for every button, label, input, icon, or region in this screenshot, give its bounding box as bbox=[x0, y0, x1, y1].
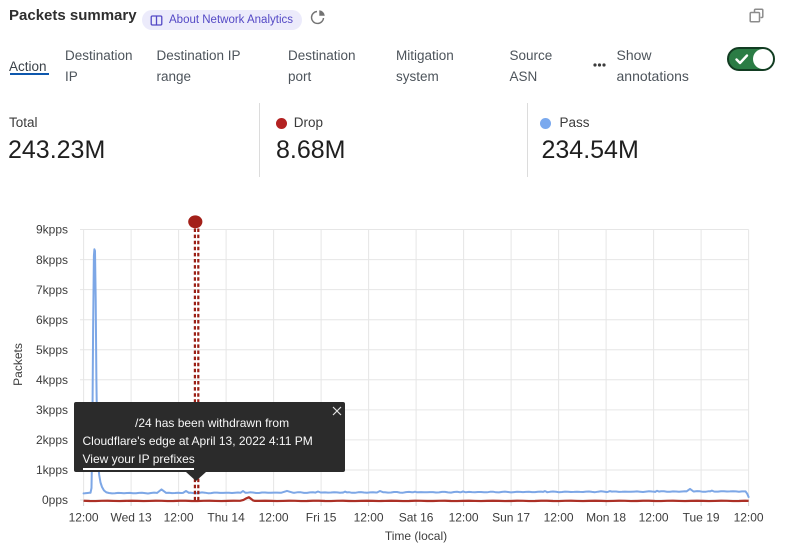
svg-text:0pps: 0pps bbox=[42, 493, 68, 507]
svg-text:Wed 13: Wed 13 bbox=[111, 511, 152, 525]
svg-text:Tue 19: Tue 19 bbox=[683, 511, 720, 525]
svg-text:12:00: 12:00 bbox=[259, 511, 289, 525]
svg-text:12:00: 12:00 bbox=[734, 511, 764, 525]
svg-text:1kpps: 1kpps bbox=[36, 463, 68, 477]
svg-text:5kpps: 5kpps bbox=[36, 343, 68, 357]
svg-text:6kpps: 6kpps bbox=[36, 313, 68, 327]
svg-text:Mon 18: Mon 18 bbox=[586, 511, 626, 525]
svg-text:8kpps: 8kpps bbox=[36, 253, 68, 267]
svg-text:12:00: 12:00 bbox=[449, 511, 479, 525]
svg-text:Sun 17: Sun 17 bbox=[492, 511, 530, 525]
svg-text:12:00: 12:00 bbox=[69, 511, 99, 525]
svg-text:2kpps: 2kpps bbox=[36, 433, 68, 447]
svg-text:Fri 15: Fri 15 bbox=[306, 511, 337, 525]
svg-text:12:00: 12:00 bbox=[639, 511, 669, 525]
svg-text:Packets: Packets bbox=[11, 343, 25, 386]
svg-text:Thu 14: Thu 14 bbox=[207, 511, 245, 525]
svg-text:7kpps: 7kpps bbox=[36, 283, 68, 297]
svg-text:4kpps: 4kpps bbox=[36, 373, 68, 387]
svg-text:12:00: 12:00 bbox=[544, 511, 574, 525]
svg-text:Time (local): Time (local) bbox=[385, 529, 447, 543]
svg-text:12:00: 12:00 bbox=[164, 511, 194, 525]
svg-text:12:00: 12:00 bbox=[354, 511, 384, 525]
svg-text:3kpps: 3kpps bbox=[36, 403, 68, 417]
svg-text:9kpps: 9kpps bbox=[36, 223, 68, 237]
svg-text:Sat 16: Sat 16 bbox=[399, 511, 434, 525]
